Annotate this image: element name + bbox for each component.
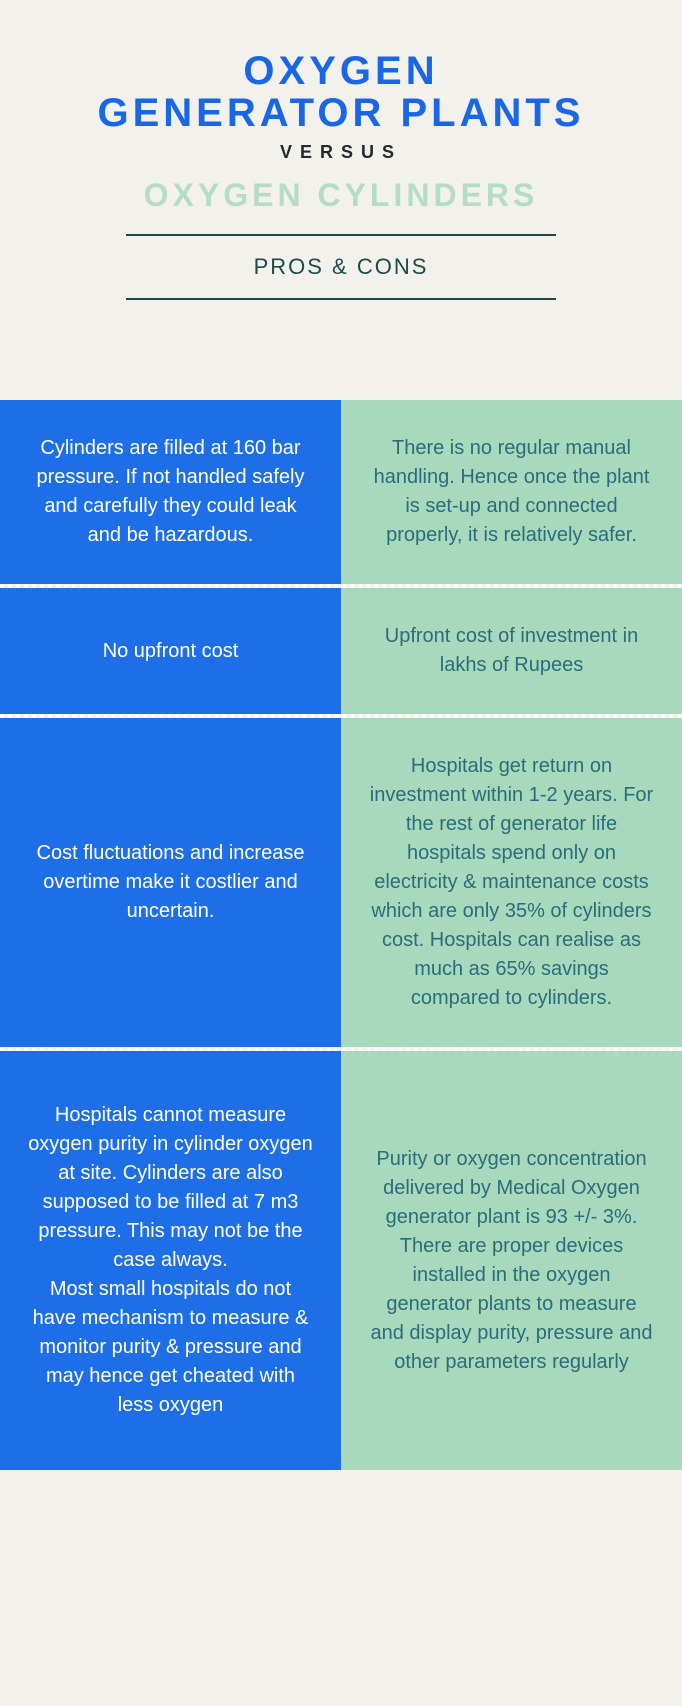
header-block: OXYGEN GENERATOR PLANTS VERSUS OXYGEN CY… [0,50,682,330]
subtitle: OXYGEN CYLINDERS [40,177,642,214]
divider-section: PROS & CONS [126,234,556,300]
comparison-table: Cylinders are filled at 160 bar pressure… [0,400,682,1470]
cell-text: Hospitals get return on investment withi… [367,752,656,1013]
title-line-2: GENERATOR PLANTS [40,92,642,134]
versus-label: VERSUS [40,142,642,163]
cylinders-cell: No upfront cost [0,588,341,714]
comparison-row: Cost fluctuations and increase overtime … [0,718,682,1051]
cell-text: There is no regular manual handling. Hen… [367,434,656,550]
cylinders-cell: Hospitals cannot measure oxygen purity i… [0,1051,341,1470]
pros-cons-label: PROS & CONS [126,236,556,298]
cell-text: Cylinders are filled at 160 bar pressure… [26,434,315,550]
cell-text: Hospitals cannot measure oxygen purity i… [26,1101,315,1420]
comparison-row: Hospitals cannot measure oxygen purity i… [0,1051,682,1470]
plants-cell: Hospitals get return on investment withi… [341,718,682,1047]
cylinders-cell: Cylinders are filled at 160 bar pressure… [0,400,341,584]
comparison-row: No upfront cost Upfront cost of investme… [0,588,682,718]
divider-line-bottom [126,298,556,300]
cylinders-cell: Cost fluctuations and increase overtime … [0,718,341,1047]
plants-cell: Purity or oxygen concentration delivered… [341,1051,682,1470]
plants-cell: Upfront cost of investment in lakhs of R… [341,588,682,714]
infographic-page: OXYGEN GENERATOR PLANTS VERSUS OXYGEN CY… [0,0,682,1470]
cell-text: Purity or oxygen concentration delivered… [367,1145,656,1377]
cell-text: Cost fluctuations and increase overtime … [26,839,315,926]
title-line-1: OXYGEN [40,50,642,92]
cell-text: No upfront cost [103,637,239,666]
comparison-row: Cylinders are filled at 160 bar pressure… [0,400,682,588]
cell-text: Upfront cost of investment in lakhs of R… [367,622,656,680]
plants-cell: There is no regular manual handling. Hen… [341,400,682,584]
